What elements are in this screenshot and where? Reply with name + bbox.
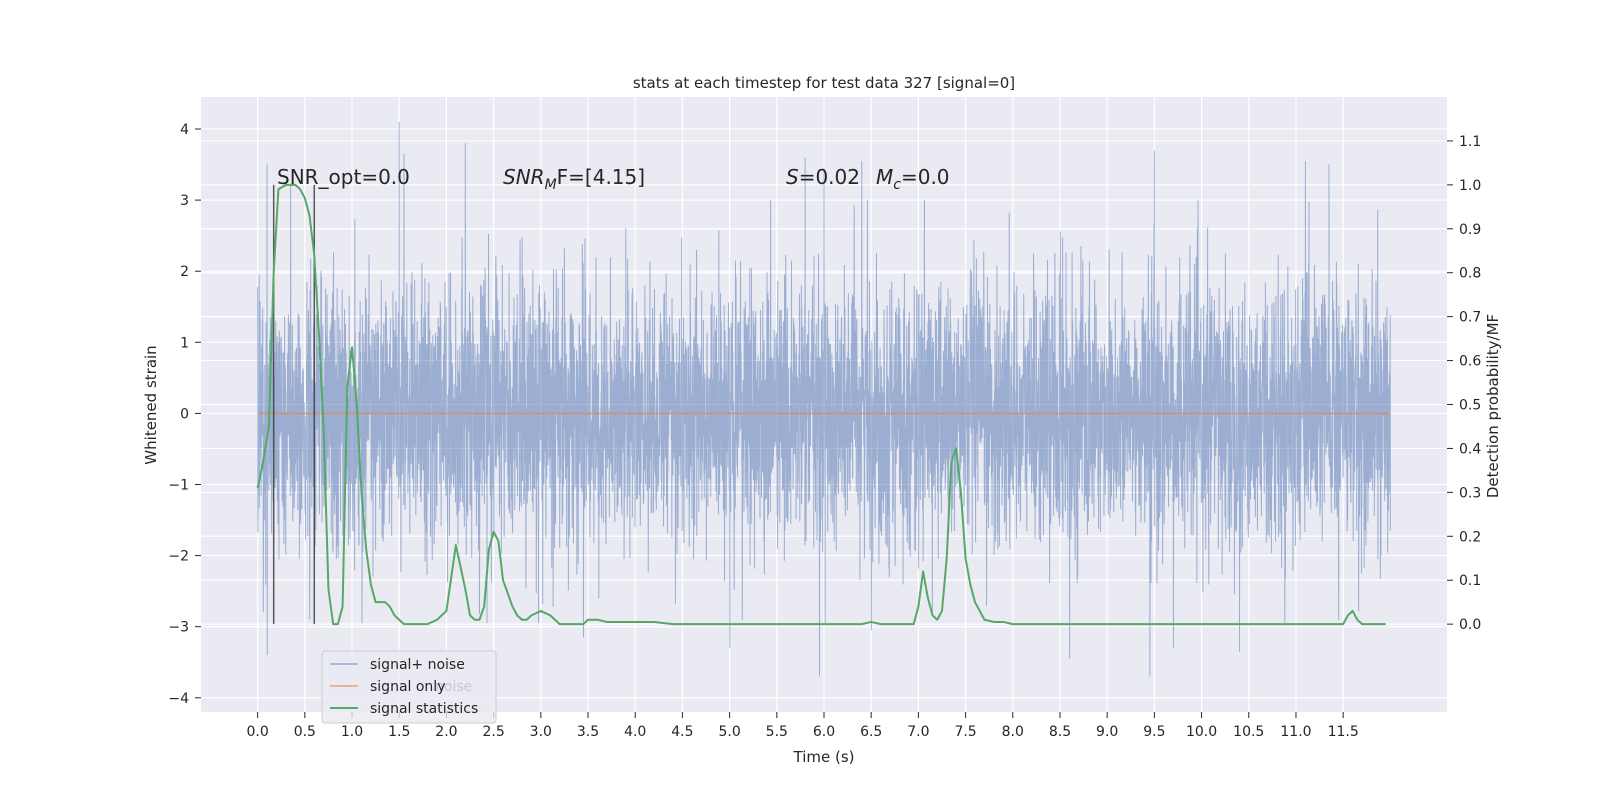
annotation-s-mc: S=0.02 Mc=0.0 bbox=[786, 165, 950, 193]
y-right-tick-label-5: 0.6 bbox=[1459, 354, 1481, 370]
x-tick-label-18: 9.0 bbox=[1096, 724, 1118, 740]
y-axis-right-label: Detection probability/MF bbox=[1484, 314, 1502, 498]
chart-title: stats at each timestep for test data 327… bbox=[633, 74, 1015, 92]
annotation-snr-mf: SNRMF=[4.15] bbox=[503, 165, 645, 193]
signal-statistics-line bbox=[256, 183, 1386, 626]
legend-label-signal-statistics: signal statistics bbox=[370, 701, 478, 717]
snr-mf-sub: M bbox=[545, 177, 557, 193]
y-axis-left-ticks: 4 3 2 1 0 −1 −2 −3 −4 bbox=[168, 122, 201, 707]
y-axis-right-ticks: 1.1 1.0 0.9 0.8 0.7 0.6 0.5 0.4 0.3 0.2 0.1 0.0 bbox=[1447, 134, 1481, 633]
y-left-tick-label-2: 2 bbox=[180, 264, 189, 280]
y-right-tick-label-11: 0.0 bbox=[1459, 617, 1481, 633]
noise-trace bbox=[257, 121, 1391, 677]
y-right-tick-label-1: 1.0 bbox=[1459, 178, 1481, 194]
x-tick-label-0: 0.0 bbox=[247, 724, 269, 740]
y-right-tick-label-6: 0.5 bbox=[1459, 398, 1481, 414]
x-tick-label-11: 5.5 bbox=[766, 724, 788, 740]
mc-sub: c bbox=[893, 177, 901, 193]
y-left-tick-label-0: 4 bbox=[180, 122, 189, 138]
y-right-tick-label-2: 0.9 bbox=[1459, 222, 1481, 238]
x-tick-label-2: 1.0 bbox=[341, 724, 363, 740]
x-tick-label-5: 2.5 bbox=[482, 724, 504, 740]
y-left-tick-label-4: 0 bbox=[180, 406, 189, 422]
y-left-tick-label-1: 3 bbox=[180, 193, 189, 209]
mc-value: =0.0 bbox=[901, 165, 950, 189]
series-signal-statistics bbox=[256, 183, 1386, 626]
x-tick-label-6: 3.0 bbox=[530, 724, 552, 740]
series-signal-plus-noise bbox=[257, 121, 1391, 677]
y-left-tick-label-3: 1 bbox=[180, 335, 189, 351]
y-left-tick-label-6: −2 bbox=[168, 549, 189, 565]
x-tick-label-19: 9.5 bbox=[1143, 724, 1165, 740]
x-tick-label-22: 11.0 bbox=[1280, 724, 1311, 740]
x-tick-label-1: 0.5 bbox=[294, 724, 316, 740]
x-tick-label-8: 4.0 bbox=[624, 724, 646, 740]
x-tick-label-15: 7.5 bbox=[954, 724, 976, 740]
x-axis-ticks: 0.0 0.5 1.0 1.5 2.0 2.5 3.0 3.5 4.0 4.5 5.0 5.5 6.0 6… bbox=[247, 712, 1359, 740]
x-tick-label-20: 10.0 bbox=[1186, 724, 1217, 740]
x-tick-label-4: 2.0 bbox=[435, 724, 457, 740]
y-right-tick-label-0: 1.1 bbox=[1459, 134, 1481, 150]
snr-mf-suffix: F=[4.15] bbox=[557, 165, 645, 189]
x-tick-label-3: 1.5 bbox=[388, 724, 410, 740]
x-tick-label-21: 10.5 bbox=[1233, 724, 1264, 740]
y-left-tick-label-5: −1 bbox=[168, 477, 189, 493]
x-axis-label: Time (s) bbox=[793, 748, 855, 766]
legend-label-signal-plus-noise: signal+ noise bbox=[370, 657, 465, 673]
x-tick-label-10: 5.0 bbox=[718, 724, 740, 740]
y-right-tick-label-8: 0.3 bbox=[1459, 485, 1481, 501]
y-right-tick-label-4: 0.7 bbox=[1459, 310, 1481, 326]
x-tick-label-17: 8.5 bbox=[1049, 724, 1071, 740]
snr-mf-prefix: SNR bbox=[503, 165, 545, 189]
x-tick-label-14: 7.0 bbox=[907, 724, 929, 740]
y-left-tick-label-8: −4 bbox=[168, 691, 189, 707]
x-tick-label-13: 6.5 bbox=[860, 724, 882, 740]
mc-prefix: M bbox=[876, 165, 893, 189]
y-axis-left-label: Whitened strain bbox=[142, 345, 160, 464]
x-tick-label-12: 6.0 bbox=[813, 724, 835, 740]
y-left-tick-label-7: −3 bbox=[168, 620, 189, 636]
y-right-tick-label-3: 0.8 bbox=[1459, 266, 1481, 282]
x-tick-label-7: 3.5 bbox=[577, 724, 599, 740]
legend: signal+ noise noise signal only signal s… bbox=[321, 650, 497, 724]
s-value: =0.02 bbox=[799, 165, 860, 189]
s-prefix: S bbox=[786, 165, 799, 189]
y-right-tick-label-7: 0.4 bbox=[1459, 441, 1481, 457]
y-right-tick-label-10: 0.1 bbox=[1459, 573, 1481, 589]
annotation-snr-opt: SNR_opt=0.0 bbox=[277, 165, 410, 189]
x-tick-label-9: 4.5 bbox=[671, 724, 693, 740]
legend-ghost-text: noise bbox=[435, 679, 472, 695]
x-tick-label-16: 8.0 bbox=[1002, 724, 1024, 740]
legend-box bbox=[321, 650, 497, 724]
x-tick-label-23: 11.5 bbox=[1328, 724, 1359, 740]
y-right-tick-label-9: 0.2 bbox=[1459, 529, 1481, 545]
legend-label-signal-only: signal only bbox=[370, 679, 445, 695]
